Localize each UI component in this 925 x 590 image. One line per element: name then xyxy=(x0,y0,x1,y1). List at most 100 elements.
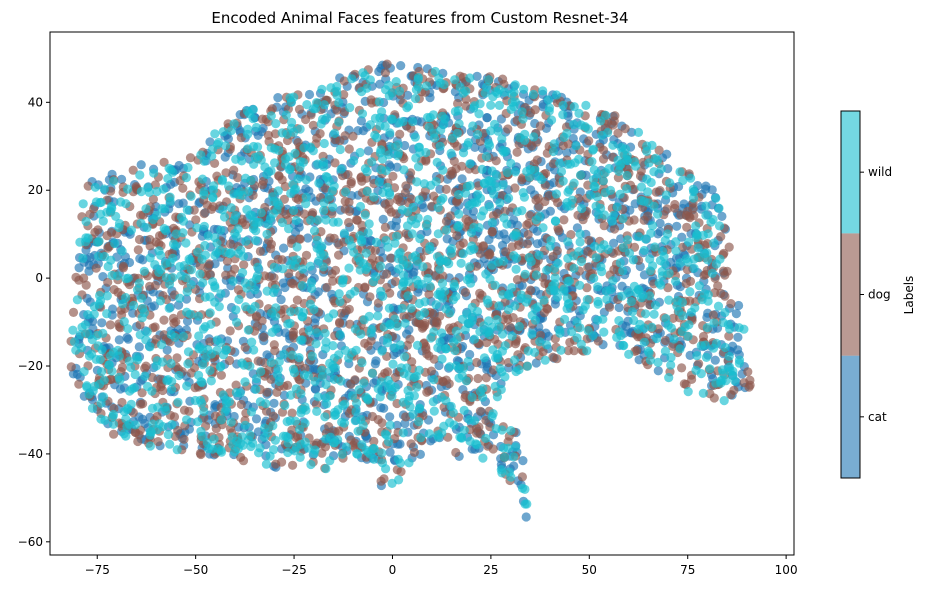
point-wild xyxy=(506,158,516,168)
point-wild xyxy=(596,243,606,254)
point-wild xyxy=(218,350,229,360)
point-wild xyxy=(374,177,384,187)
point-dog xyxy=(532,155,542,165)
point-wild xyxy=(463,318,473,328)
point-wild xyxy=(267,308,277,318)
point-wild xyxy=(518,188,528,198)
point-wild xyxy=(304,326,314,336)
point-wild xyxy=(718,368,728,378)
point-wild xyxy=(486,100,496,110)
point-wild xyxy=(558,176,568,186)
point-cat xyxy=(378,214,388,224)
point-wild xyxy=(461,86,471,96)
point-wild xyxy=(391,77,401,87)
point-dog xyxy=(685,213,695,223)
y-tick-label: −40 xyxy=(18,447,43,461)
point-wild xyxy=(102,291,112,301)
point-wild xyxy=(569,102,579,112)
point-wild xyxy=(647,322,657,332)
point-wild xyxy=(93,251,103,261)
point-wild xyxy=(78,253,88,263)
point-dog xyxy=(269,340,279,350)
point-wild xyxy=(299,143,309,153)
point-dog xyxy=(676,210,686,220)
point-dog xyxy=(239,260,249,270)
point-dog xyxy=(346,177,356,187)
point-wild xyxy=(156,250,166,260)
point-dog xyxy=(210,158,220,168)
point-dog xyxy=(406,194,417,204)
point-wild xyxy=(208,144,218,154)
point-wild xyxy=(97,345,107,355)
point-wild xyxy=(403,291,413,301)
point-wild xyxy=(499,87,509,97)
point-wild xyxy=(615,258,625,268)
point-wild xyxy=(575,280,585,290)
point-dog xyxy=(186,368,196,378)
point-cat xyxy=(304,89,315,100)
point-dog xyxy=(482,337,492,348)
point-wild xyxy=(714,203,724,213)
point-wild xyxy=(231,154,241,164)
point-wild xyxy=(619,341,629,351)
point-dog xyxy=(708,310,718,320)
point-wild xyxy=(91,197,101,207)
point-wild xyxy=(575,323,585,333)
point-wild xyxy=(176,212,187,222)
point-wild xyxy=(143,381,153,392)
point-cat xyxy=(653,366,663,376)
point-wild xyxy=(347,391,358,401)
point-wild xyxy=(248,438,258,448)
point-wild xyxy=(121,199,131,209)
point-wild xyxy=(357,87,367,97)
point-wild xyxy=(167,384,177,394)
point-wild xyxy=(383,375,393,386)
point-wild xyxy=(522,294,532,304)
point-wild xyxy=(458,148,469,158)
point-wild xyxy=(666,360,676,370)
point-wild xyxy=(240,377,250,387)
point-wild xyxy=(394,86,405,96)
point-dog xyxy=(236,399,246,410)
point-wild xyxy=(175,262,185,272)
point-wild xyxy=(465,245,475,255)
point-dog xyxy=(90,227,100,237)
point-wild xyxy=(367,157,377,167)
point-cat xyxy=(396,61,406,71)
point-dog xyxy=(83,181,93,191)
point-dog xyxy=(311,399,321,409)
point-wild xyxy=(504,467,514,477)
point-wild xyxy=(506,426,516,436)
point-dog xyxy=(229,165,239,175)
point-wild xyxy=(361,248,371,258)
point-wild xyxy=(283,447,293,458)
point-dog xyxy=(255,246,265,256)
point-wild xyxy=(398,428,408,438)
point-wild xyxy=(441,225,452,235)
point-dog xyxy=(421,155,431,165)
point-wild xyxy=(465,262,475,272)
point-wild xyxy=(121,293,131,303)
point-dog xyxy=(334,240,344,250)
point-wild xyxy=(497,425,507,435)
point-cat xyxy=(672,221,682,231)
point-wild xyxy=(295,424,305,434)
point-wild xyxy=(490,119,500,129)
point-wild xyxy=(317,365,327,375)
point-wild xyxy=(210,250,220,260)
point-wild xyxy=(309,304,319,315)
point-wild xyxy=(356,329,366,339)
point-wild xyxy=(384,91,394,101)
point-wild xyxy=(416,433,426,443)
point-wild xyxy=(248,224,259,234)
point-wild xyxy=(240,420,250,430)
point-wild xyxy=(294,306,304,316)
point-wild xyxy=(468,121,478,131)
point-cat xyxy=(521,512,531,522)
point-dog xyxy=(388,171,398,181)
point-dog xyxy=(583,262,593,272)
point-wild xyxy=(207,444,218,454)
point-wild xyxy=(576,170,586,180)
point-wild xyxy=(692,229,702,239)
point-dog xyxy=(128,165,138,175)
